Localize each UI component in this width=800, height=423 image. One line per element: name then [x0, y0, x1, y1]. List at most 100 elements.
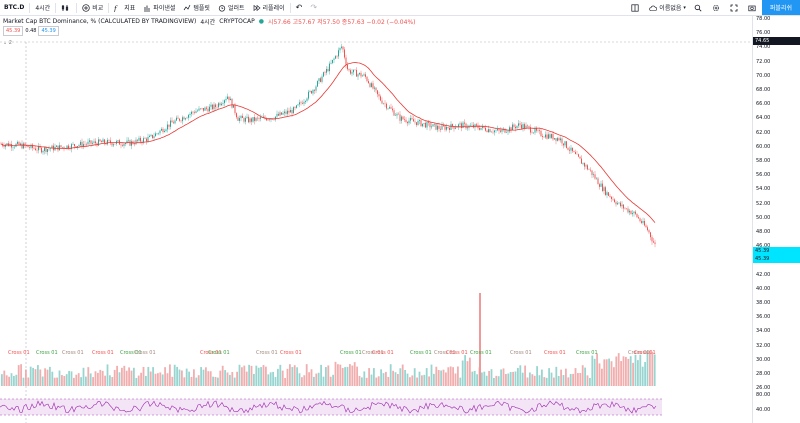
candle-body	[489, 129, 491, 133]
volume-bar	[569, 373, 572, 386]
price-chart[interactable]: Cross 01 Cross 01 Cross 01 Cross 01 Cross 01…	[0, 16, 752, 423]
price-tick-label: 64.00	[756, 115, 771, 122]
volume-bar	[479, 293, 481, 386]
snapshot-button[interactable]	[744, 0, 762, 15]
volume-bar	[133, 367, 135, 386]
volume-bar	[178, 369, 181, 386]
volume-bar	[644, 361, 646, 386]
candle-body	[396, 113, 398, 116]
volume-bar	[409, 377, 411, 386]
input-box[interactable]: 45.39	[3, 26, 24, 36]
candle-body	[11, 144, 12, 148]
candle-body	[258, 118, 260, 119]
volume-bar	[382, 373, 385, 386]
candle-body	[597, 178, 599, 185]
candle-body	[104, 139, 105, 144]
publish-button[interactable]: 퍼블리쉬	[761, 0, 800, 15]
candle-body	[375, 87, 377, 91]
candle-body	[333, 58, 335, 60]
candle-body	[87, 141, 89, 145]
candle-body	[609, 195, 611, 197]
price-tick-label: 26.00	[756, 385, 771, 392]
volume-bar	[197, 375, 200, 386]
candle-body	[345, 57, 347, 65]
volume-bar	[377, 376, 380, 386]
candle-body	[198, 108, 200, 111]
candle-body	[581, 158, 582, 164]
candle-body	[183, 117, 185, 120]
candle-body	[623, 204, 624, 209]
save-layout-button[interactable]: 이름없음 ▾	[645, 0, 690, 15]
chart-style-button[interactable]	[57, 0, 75, 15]
candle-body	[552, 134, 554, 140]
volume-bar	[118, 372, 121, 386]
candle-body	[173, 122, 174, 124]
volume-bar	[548, 368, 550, 386]
templates-button[interactable]: 템플릿	[179, 0, 214, 15]
interval-button[interactable]: 4시간	[31, 0, 54, 15]
redo-button[interactable]: ↷	[306, 0, 321, 15]
candle-body	[24, 143, 26, 146]
candle-body	[195, 111, 197, 113]
candle-body	[123, 143, 125, 146]
redo-icon: ↷	[310, 3, 318, 12]
alert-button[interactable]: 얼러트	[214, 0, 249, 15]
volume-bar	[305, 364, 308, 386]
volume-bar	[531, 374, 534, 386]
compare-button[interactable]: 비교	[78, 0, 107, 15]
candle-body	[467, 127, 468, 129]
symbol-search[interactable]: BTC.D	[0, 0, 28, 15]
candle-body	[447, 126, 449, 128]
input-box[interactable]: 45.39	[38, 26, 59, 36]
volume-bar	[257, 367, 260, 386]
candle-body	[512, 124, 513, 131]
candle-body	[440, 128, 441, 130]
rsi-tick-label: 80.00	[756, 392, 771, 398]
quick-search-button[interactable]	[690, 0, 708, 15]
volume-bar	[61, 375, 63, 386]
candle-body	[627, 208, 629, 213]
candle-body	[75, 146, 77, 148]
candle-body	[41, 147, 42, 153]
volume-bar	[68, 370, 70, 386]
candle-body	[227, 96, 228, 99]
replay-button[interactable]: 리플레이	[249, 0, 289, 15]
volume-bar	[634, 354, 637, 386]
candle-body	[497, 129, 498, 131]
settings-button[interactable]	[708, 0, 726, 15]
candle-body	[377, 90, 378, 95]
candle-body	[653, 241, 654, 243]
legend-interval: 4시간	[200, 19, 216, 26]
volume-bar	[406, 373, 409, 386]
fullscreen-button[interactable]	[726, 0, 744, 15]
candle-body	[312, 89, 314, 94]
candle-body	[404, 119, 405, 120]
candle-body	[453, 126, 455, 129]
indicators-button[interactable]: f 지표	[110, 0, 139, 15]
volume-bar	[370, 374, 373, 386]
price-axis[interactable]: 78.00 76.00 74.00 72.00 70.00 68.00 66.00 64.00…	[752, 16, 800, 423]
candle-body	[389, 107, 390, 109]
candle-body	[59, 145, 60, 151]
candle-body	[279, 112, 281, 116]
candle-body	[399, 114, 401, 121]
candle-body	[56, 145, 57, 147]
candle-body	[299, 102, 300, 105]
volume-bar	[101, 370, 104, 386]
chevron-down-icon[interactable]: ⌄	[3, 40, 8, 46]
financials-button[interactable]: 파이낸셜	[139, 0, 179, 15]
candle-body	[302, 103, 303, 104]
candle-body	[485, 127, 486, 131]
undo-button[interactable]: ↶	[292, 0, 307, 15]
layout-button[interactable]	[627, 0, 645, 15]
candle-body	[27, 145, 29, 148]
volume-bar	[524, 365, 526, 386]
candle-body	[536, 128, 537, 131]
volume-bar	[589, 377, 591, 386]
volume-bar	[75, 374, 78, 386]
candle-body	[618, 202, 620, 204]
divider	[108, 2, 110, 13]
volume-bar	[598, 363, 601, 386]
last-price-badge: 45.39	[753, 247, 800, 255]
candle-body	[42, 150, 44, 153]
